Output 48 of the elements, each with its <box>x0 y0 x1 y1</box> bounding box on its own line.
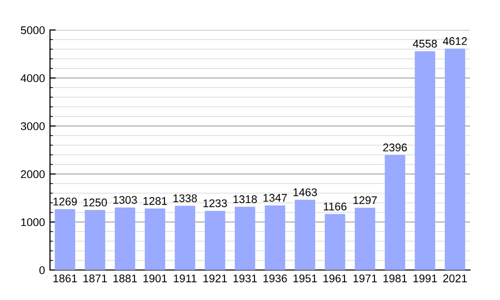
y-tick-label: 5000 <box>20 26 45 34</box>
y-tick-label: 3000 <box>20 122 45 130</box>
bar <box>444 48 466 270</box>
x-tick-label: 1901 <box>143 274 167 282</box>
y-tick-label: 0 <box>39 266 45 274</box>
data-label: 1233 <box>203 199 227 208</box>
data-label: 1297 <box>353 196 377 204</box>
x-tick-label: 1881 <box>113 274 137 282</box>
data-label: 1269 <box>53 198 77 206</box>
bar <box>264 205 286 270</box>
bar <box>354 208 376 270</box>
data-label: 1166 <box>324 202 346 210</box>
data-label: 4612 <box>442 37 467 46</box>
x-tick-label: 1871 <box>83 274 107 282</box>
x-tick-label: 1931 <box>233 274 257 282</box>
bar <box>324 214 346 270</box>
data-label: 2396 <box>383 144 407 152</box>
bar <box>114 207 136 270</box>
x-tick-label: 1991 <box>413 274 437 282</box>
data-label: 1463 <box>293 188 317 196</box>
y-tick-label: 2000 <box>20 170 45 178</box>
bar <box>204 210 226 270</box>
bar <box>54 209 76 270</box>
data-label: 1338 <box>173 194 197 202</box>
data-label: 4558 <box>412 40 437 48</box>
data-label: 1318 <box>233 195 257 204</box>
bar <box>234 206 256 270</box>
x-tick-label: 1981 <box>383 274 407 282</box>
data-label: 1250 <box>83 198 107 206</box>
x-tick-label: 2021 <box>443 274 467 282</box>
bar <box>414 51 436 270</box>
data-label: 1281 <box>143 197 167 205</box>
bar <box>174 206 196 270</box>
x-tick-label: 1921 <box>203 274 227 282</box>
y-tick-label: 1000 <box>21 218 45 226</box>
bar <box>384 154 406 270</box>
x-tick-label: 1861 <box>53 274 77 282</box>
bar <box>294 200 316 270</box>
y-tick-label: 4000 <box>20 74 45 82</box>
x-tick-label: 1951 <box>293 274 317 282</box>
x-tick-label: 1911 <box>174 274 196 282</box>
bar <box>144 208 166 270</box>
x-tick-label: 1971 <box>353 274 377 282</box>
bar <box>84 210 106 270</box>
x-tick-label: 1936 <box>263 274 287 282</box>
data-label: 1303 <box>113 196 137 204</box>
x-tick-label: 1961 <box>323 274 347 282</box>
data-label: 1347 <box>263 194 287 202</box>
